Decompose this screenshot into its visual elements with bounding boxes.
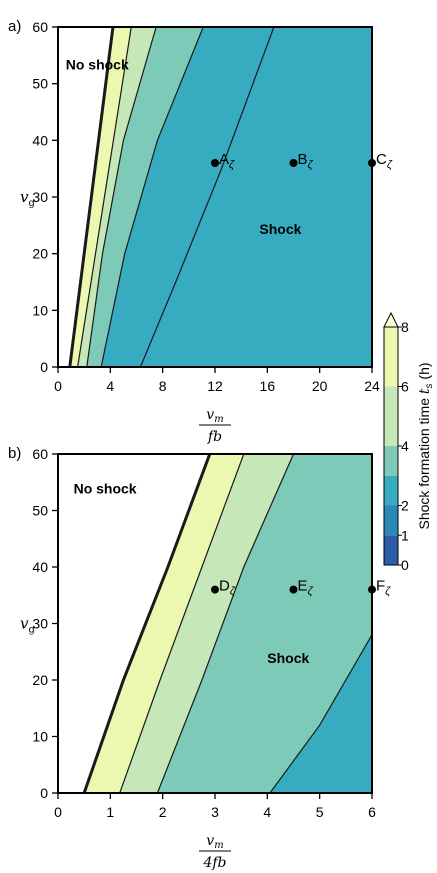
colorbar-band <box>384 446 398 476</box>
contour-line-4 <box>156 454 295 793</box>
x-axis-label-numerator: vm <box>206 407 223 425</box>
colorbar: 0 1 2 4 6 8 Shock formation time ts (h) <box>383 311 435 573</box>
point-label: Cζ <box>376 151 393 171</box>
point-label: Bζ <box>298 151 314 171</box>
contour-line-3 <box>100 27 204 367</box>
y-tick-label: 0 <box>40 359 48 375</box>
y-tick-label: 0 <box>40 785 48 801</box>
panel-a: 0 4 8 12 16 20 24 0 10 20 30 40 50 60 a) vg vm fb No shock… <box>8 18 393 445</box>
colorbar-tick-label: 6 <box>401 379 409 395</box>
x-tick-label: 5 <box>316 804 324 820</box>
y-axis-label: vg <box>20 615 35 636</box>
x-tick-label: 0 <box>54 804 62 820</box>
region-level-0 <box>58 454 210 793</box>
colorbar-label: Shock formation time ts (h) <box>416 362 435 529</box>
point-label: Dζ <box>219 578 236 598</box>
x-tick-label: 4 <box>263 804 271 820</box>
x-axis-label-denominator: fb <box>207 429 222 445</box>
colorbar-band <box>384 475 398 506</box>
x-tick-label: 3 <box>211 804 219 820</box>
colorbar-tick-label: 8 <box>401 319 409 335</box>
region-level-0 <box>58 27 113 367</box>
contour-line-4 <box>86 27 157 367</box>
point-label: Fζ <box>376 578 391 598</box>
y-tick-label: 30 <box>32 189 48 205</box>
region-label: No shock <box>74 481 137 497</box>
y-tick-label: 20 <box>32 246 48 262</box>
x-tick-label: 12 <box>207 378 223 394</box>
point-label: Eζ <box>298 578 314 598</box>
y-tick-label: 20 <box>32 672 48 688</box>
x-axis-label-denominator: 4fb <box>202 855 226 871</box>
contour-line-2 <box>139 27 275 367</box>
y-tick-label: 60 <box>32 446 48 462</box>
x-tick-label: 20 <box>312 378 328 394</box>
colorbar-tick-label: 1 <box>401 527 409 543</box>
y-tick-label: 40 <box>32 559 48 575</box>
y-axis-label: vg <box>20 188 35 209</box>
colorbar-band <box>384 327 398 387</box>
colorbar-band <box>384 535 398 565</box>
contour-line-3 <box>269 634 372 793</box>
y-tick-label: 30 <box>32 616 48 632</box>
region-label: Shock <box>267 650 309 666</box>
x-axis-label-numerator: vm <box>206 833 223 851</box>
x-tick-label: 24 <box>364 378 380 394</box>
panel-label: a) <box>8 18 21 35</box>
contour-line-0 <box>68 27 115 367</box>
x-tick-label: 16 <box>260 378 276 394</box>
y-tick-label: 50 <box>32 503 48 519</box>
colorbar-tick-label: 0 <box>401 557 409 573</box>
marker-point <box>368 159 376 167</box>
colorbar-tick-label: 2 <box>401 498 409 514</box>
y-tick-label: 10 <box>32 302 48 318</box>
marker-point <box>289 159 298 167</box>
x-tick-label: 2 <box>159 804 167 820</box>
colorbar-tick-label: 4 <box>401 438 409 454</box>
x-tick-label: 1 <box>106 804 114 820</box>
region-label: No shock <box>66 57 129 73</box>
x-tick-label: 6 <box>368 804 376 820</box>
colorbar-band <box>384 505 398 536</box>
contour-line-6 <box>119 454 245 793</box>
contour-fills <box>58 454 372 793</box>
marker-point <box>368 585 376 594</box>
contour-line-0 <box>82 454 212 793</box>
y-tick-label: 50 <box>32 76 48 92</box>
colorbar-band <box>384 386 398 446</box>
contour-fills <box>58 27 372 367</box>
contour-line-6 <box>77 27 132 367</box>
y-tick-label: 10 <box>32 729 48 745</box>
y-tick-label: 40 <box>32 132 48 148</box>
x-tick-label: 4 <box>106 378 114 394</box>
marker-point <box>211 159 219 167</box>
panel-label: b) <box>8 445 21 462</box>
marker-point <box>289 585 298 594</box>
region-label: Shock <box>259 221 301 237</box>
colorbar-extend-triangle <box>383 311 399 328</box>
point-label: Aζ <box>219 151 235 171</box>
y-tick-label: 60 <box>32 19 48 35</box>
x-tick-label: 8 <box>159 378 167 394</box>
x-tick-label: 0 <box>54 378 62 394</box>
marker-point <box>211 585 219 594</box>
